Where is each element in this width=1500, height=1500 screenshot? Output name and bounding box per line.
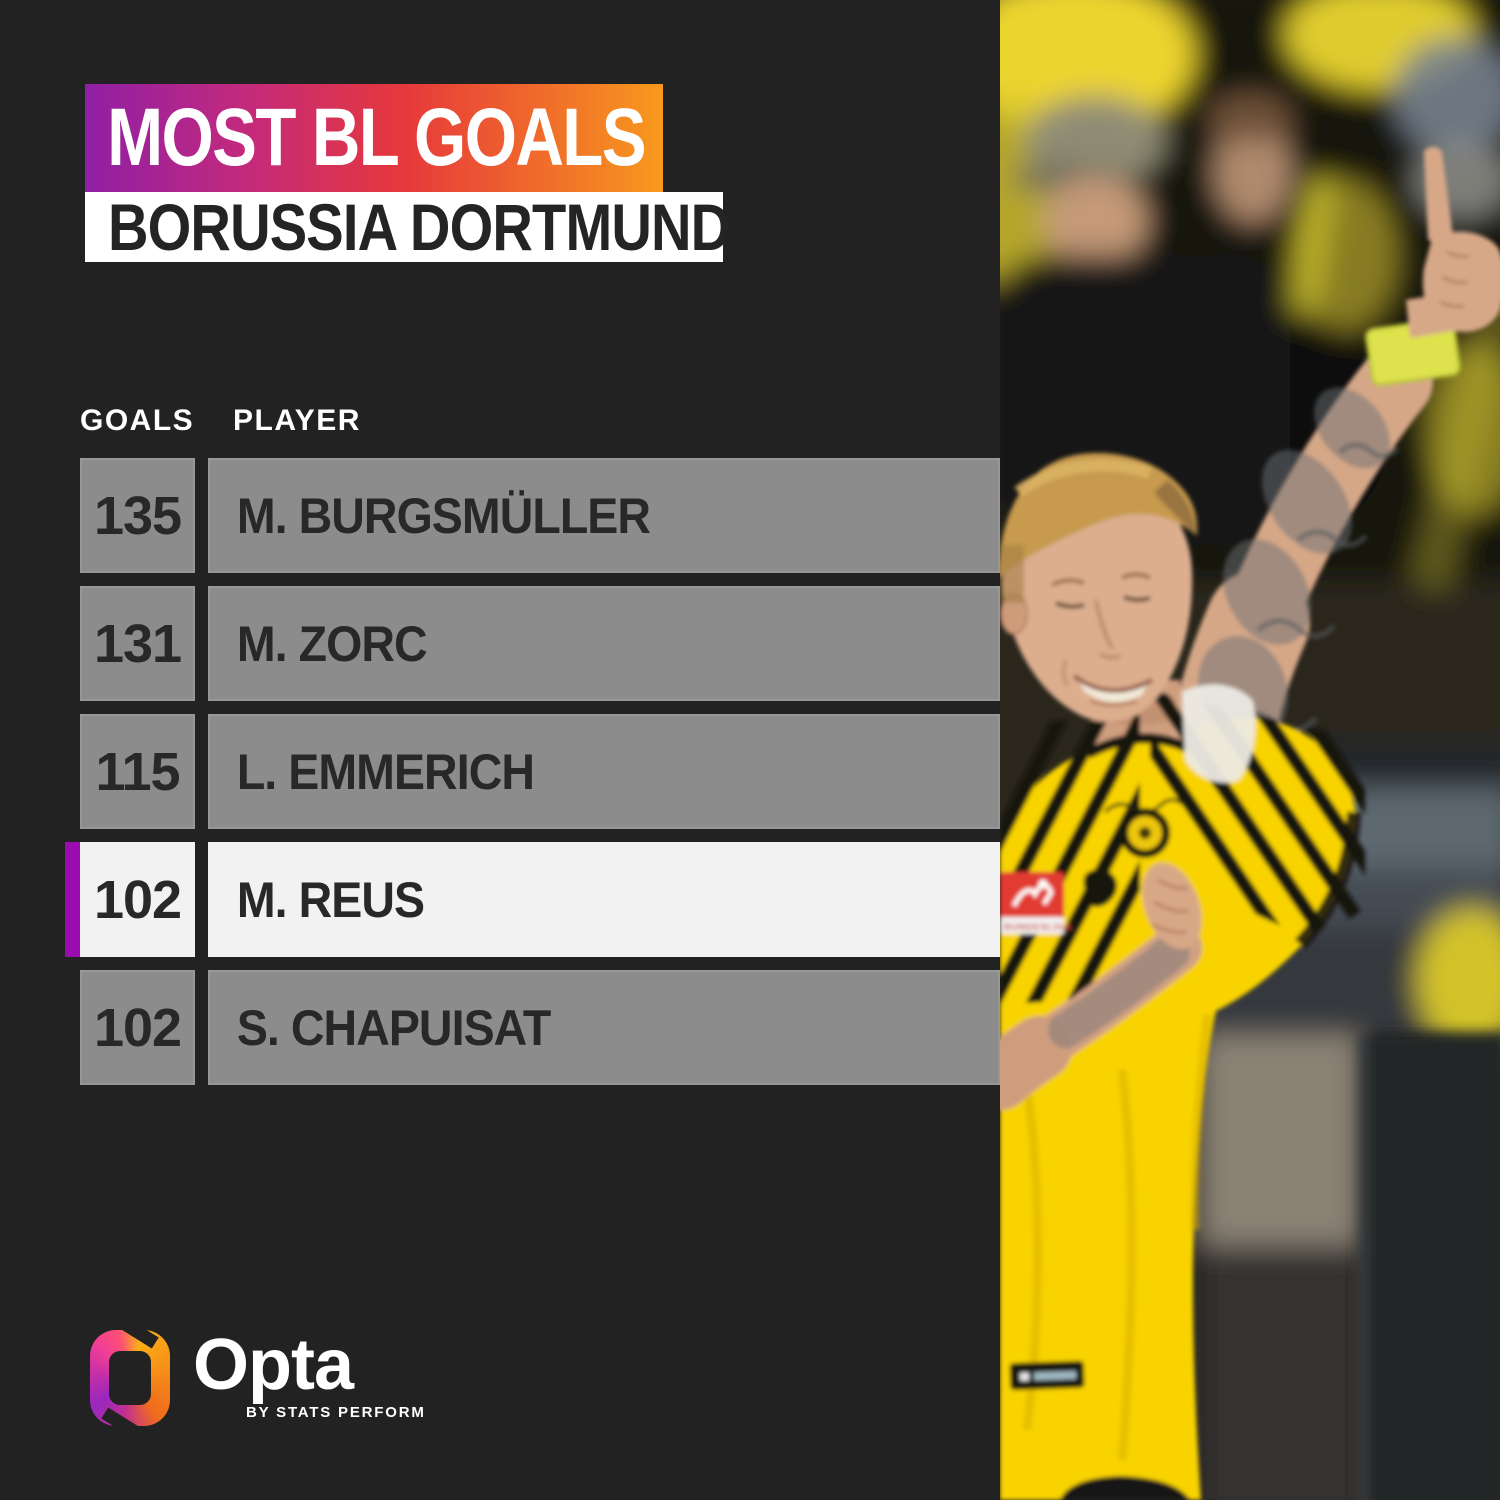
opta-tagline: BY STATS PERFORM: [246, 1404, 426, 1421]
opta-brand: Opta BY STATS PERFORM: [90, 1318, 510, 1440]
table-header: GOALS PLAYER: [0, 404, 1000, 438]
table-row: 135 M. BURGSMÜLLER: [65, 458, 1000, 573]
subtitle-banner: BORUSSIA DORTMUND: [85, 190, 731, 264]
column-header-goals: GOALS: [80, 404, 195, 437]
goals-value: 131: [80, 586, 195, 701]
column-header-player: PLAYER: [233, 404, 361, 437]
row-accent-bar: [65, 586, 80, 701]
page-title: MOST BL GOALS: [107, 92, 646, 183]
table-row: 102 S. CHAPUISAT: [65, 970, 1000, 1085]
player-name: M. REUS: [208, 842, 1000, 957]
player-figure: BUNDESLIGA: [1000, 146, 1500, 1500]
table-row: 102 M. REUS: [65, 842, 1000, 957]
player-photo: BUNDESLIGA: [1000, 0, 1500, 1500]
row-accent-bar: [65, 714, 80, 829]
player-name: S. CHAPUISAT: [208, 970, 1000, 1085]
row-accent-bar: [65, 458, 80, 573]
goals-value: 102: [80, 842, 195, 957]
stadium-pillar: [1358, 1032, 1500, 1500]
row-accent-bar: [65, 970, 80, 1085]
opta-wordmark: Opta: [193, 1325, 354, 1405]
bundesliga-patch: BUNDESLIGA: [1000, 872, 1072, 934]
player-name: M. ZORC: [208, 586, 1000, 701]
stats-panel: MOST BL GOALS BORUSSIA DORTMUND GOALS PL…: [0, 84, 1000, 1440]
opta-logo-icon: [90, 1318, 170, 1438]
goals-table: 135 M. BURGSMÜLLER 131 M. ZORC 115 L. EM…: [65, 458, 1000, 1098]
row-accent-bar: [65, 842, 80, 957]
bundesliga-patch-label: BUNDESLIGA: [1004, 922, 1072, 933]
goals-value: 135: [80, 458, 195, 573]
table-row: 131 M. ZORC: [65, 586, 1000, 701]
goals-value: 115: [80, 714, 195, 829]
player-name: M. BURGSMÜLLER: [208, 458, 1000, 573]
page-subtitle: BORUSSIA DORTMUND: [107, 190, 731, 264]
player-name: L. EMMERICH: [208, 714, 1000, 829]
table-row: 115 L. EMMERICH: [65, 714, 1000, 829]
goals-value: 102: [80, 970, 195, 1085]
title-banner: MOST BL GOALS: [85, 84, 663, 192]
logo-cut-decoration: [121, 1318, 159, 1349]
logo-cut-decoration: [101, 1407, 139, 1438]
